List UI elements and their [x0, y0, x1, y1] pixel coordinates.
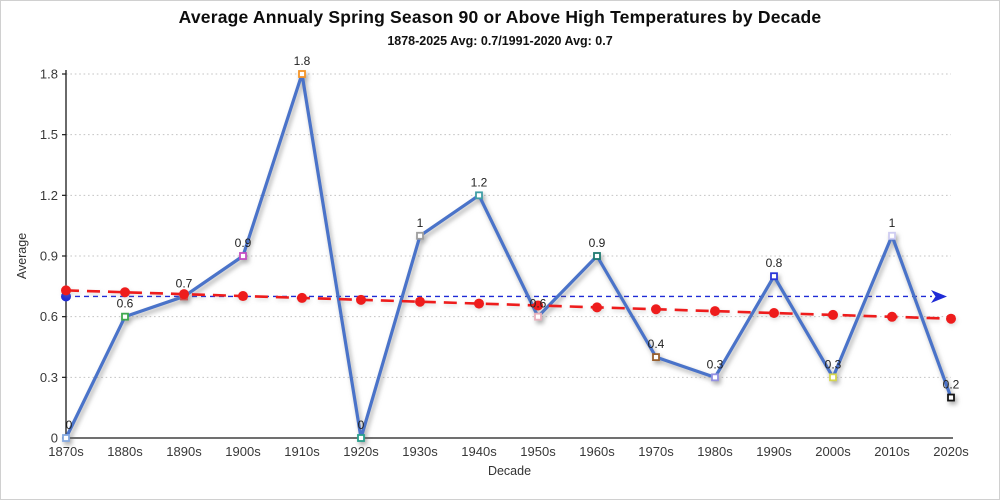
data-point-marker: [711, 373, 719, 382]
data-point-marker: [298, 70, 306, 78]
x-tick-label: 1950s: [520, 444, 556, 459]
x-tick-label: 1990s: [756, 444, 792, 459]
y-tick-label: 0.9: [40, 249, 58, 264]
data-point-marker: [62, 434, 70, 442]
data-point-label: 0.9: [235, 236, 252, 250]
x-tick-label: 1920s: [343, 444, 379, 459]
data-point-label: 0: [66, 418, 73, 432]
trend-point-dot: [828, 309, 838, 320]
trend-line: [65, 289, 952, 320]
data-point-marker: [593, 252, 601, 260]
y-tick-label: 0.6: [40, 309, 58, 324]
y-tick-label: 1.8: [40, 67, 58, 82]
trend-point-dot: [297, 292, 307, 303]
data-point-label: 0.2: [943, 378, 960, 392]
trend-point-dot: [474, 298, 484, 309]
x-tick-label: 1940s: [461, 444, 497, 459]
trend-point-dot: [120, 287, 130, 298]
x-tick-label: 2000s: [815, 444, 851, 459]
x-tick-label: 1870s: [48, 444, 84, 459]
chart-subtitle: 1878-2025 Avg: 0.7/1991-2020 Avg: 0.7: [387, 34, 613, 48]
data-point-label: 0.3: [825, 357, 842, 371]
chart-title: Average Annualy Spring Season 90 or Abov…: [178, 7, 822, 27]
data-point-label: 0.9: [589, 236, 606, 250]
x-tick-label: 1880s: [107, 444, 143, 459]
trend-point-dot: [179, 289, 189, 300]
data-point-label: 1.8: [294, 54, 311, 68]
x-tick-label: 1910s: [284, 444, 320, 459]
trend-point-dot: [533, 300, 543, 311]
trend-point-dot: [61, 285, 71, 296]
data-point-marker: [947, 393, 955, 402]
x-tick-label: 1930s: [402, 444, 438, 459]
x-tick-label: 1890s: [166, 444, 202, 459]
series-line: [64, 72, 953, 440]
trend-point-dot: [415, 296, 425, 307]
y-axis-title: Average: [15, 233, 29, 279]
x-tick-label: 2010s: [874, 444, 910, 459]
data-point-label: 1: [417, 216, 424, 230]
y-tick-label: 1.2: [40, 188, 58, 203]
data-point-label: 0.3: [707, 357, 724, 371]
y-tick-label: 0: [51, 431, 58, 446]
data-point-label: 0.8: [766, 256, 783, 270]
x-axis-title: Decade: [488, 464, 531, 478]
x-tick-label: 1970s: [638, 444, 674, 459]
data-point-label: 0.7: [176, 276, 193, 290]
data-point-marker: [888, 231, 896, 240]
trend-point-dot: [651, 304, 661, 315]
data-point-label: 1: [889, 216, 896, 230]
x-tick-label: 1900s: [225, 444, 261, 459]
trend-line-group: [61, 285, 956, 324]
data-point-marker: [829, 373, 837, 382]
data-point-label: 0: [358, 418, 365, 432]
trend-point-dot: [710, 306, 720, 317]
data-point-marker: [239, 252, 247, 260]
trend-point-dot: [592, 302, 602, 313]
data-point-marker: [770, 272, 778, 281]
x-tick-label: 2020s: [933, 444, 969, 459]
average-line-arrowhead: [931, 289, 947, 303]
data-point-marker: [416, 231, 424, 240]
trend-point-dot: [946, 313, 956, 324]
trend-point-dot: [238, 291, 248, 302]
data-point-label: 0.6: [117, 297, 134, 311]
data-point-marker: [475, 191, 483, 200]
trend-point-dot: [887, 311, 897, 322]
y-tick-label: 1.5: [40, 127, 58, 142]
y-tick-label: 0.3: [40, 370, 58, 385]
trend-point-dot: [356, 294, 366, 305]
series-group: [62, 70, 955, 442]
x-tick-label: 1980s: [697, 444, 733, 459]
trend-point-dot: [769, 308, 779, 319]
data-point-marker: [534, 312, 542, 321]
x-tick-label: 1960s: [579, 444, 615, 459]
data-point-label: 1.2: [471, 175, 488, 189]
data-point-label: 0.4: [648, 337, 665, 351]
data-point-marker: [357, 434, 365, 442]
data-point-marker: [652, 353, 660, 362]
data-point-label: 0.6: [530, 297, 547, 311]
data-point-marker: [121, 312, 129, 321]
